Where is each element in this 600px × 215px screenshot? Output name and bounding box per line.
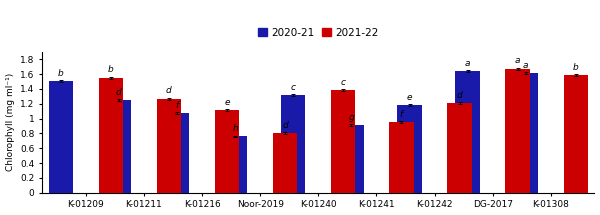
Text: b: b [108, 65, 113, 74]
Bar [331, 90, 355, 193]
Text: d: d [457, 91, 463, 100]
Text: e: e [407, 93, 412, 102]
Text: d: d [116, 88, 122, 97]
Text: a: a [515, 57, 520, 66]
Text: e: e [224, 98, 230, 106]
Bar [107, 100, 131, 193]
Text: c: c [341, 78, 346, 87]
Text: d: d [282, 121, 288, 129]
Bar [397, 105, 422, 193]
Text: c: c [291, 83, 296, 92]
Bar [339, 125, 364, 193]
Text: a: a [523, 61, 529, 70]
Bar [505, 69, 530, 193]
Bar [165, 113, 189, 193]
Bar [223, 136, 247, 193]
Text: f: f [400, 110, 403, 119]
Text: h: h [232, 124, 238, 133]
Y-axis label: Chlorophyll (mg ml⁻¹): Chlorophyll (mg ml⁻¹) [5, 73, 14, 171]
Text: f: f [175, 101, 179, 110]
Bar [49, 81, 73, 193]
Bar [563, 75, 588, 193]
Bar [281, 95, 305, 193]
Text: a: a [465, 59, 470, 68]
Bar [448, 103, 472, 193]
Bar [514, 73, 538, 193]
Text: b: b [58, 69, 64, 78]
Bar [98, 78, 123, 193]
Bar [157, 98, 181, 193]
Bar [389, 122, 413, 193]
Text: d: d [166, 86, 172, 95]
Bar [273, 133, 298, 193]
Text: b: b [573, 63, 579, 72]
Bar [215, 110, 239, 193]
Bar [455, 71, 480, 193]
Text: g: g [349, 113, 354, 122]
Legend: 2020-21, 2021-22: 2020-21, 2021-22 [256, 26, 380, 40]
